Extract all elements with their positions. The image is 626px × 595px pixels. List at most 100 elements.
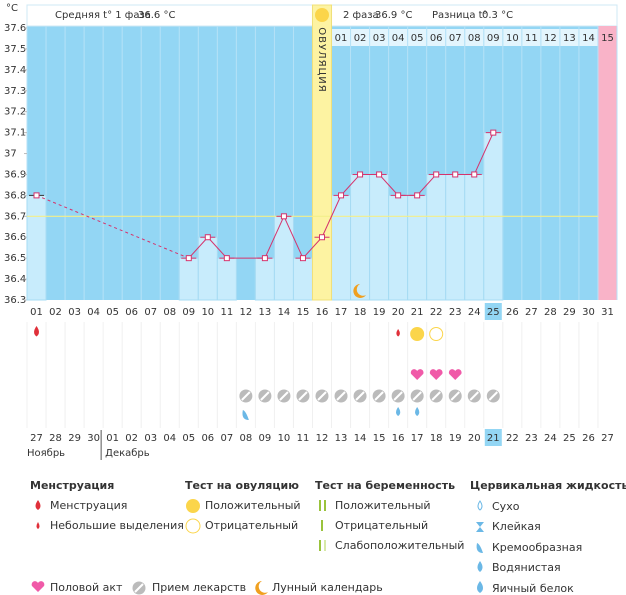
plot: °C 36.3 36.4 36.5 36.6 36.7 36.8 36.9 37 37.1 37.2…: [4, 3, 618, 460]
temp-point: [33, 192, 40, 199]
header-text: 36.9 °C: [375, 10, 412, 21]
medication: [450, 391, 460, 401]
date-label: 04: [163, 433, 176, 444]
moon: [353, 284, 367, 298]
icon: [134, 583, 144, 593]
temp-point: [319, 234, 325, 241]
legend-item: Слабоположительный: [335, 539, 464, 552]
date-label: 26: [582, 433, 595, 444]
phase2-cell: [541, 29, 560, 46]
temp-line: [264, 216, 285, 259]
temp-point: [204, 234, 211, 241]
date-label: 05: [182, 433, 195, 444]
legend-item: Отрицательный: [205, 519, 298, 532]
date-label: 24: [544, 433, 557, 444]
temp-point: [223, 255, 230, 262]
temp-line: [378, 174, 399, 196]
icon: [185, 518, 201, 534]
legend-title: Цервикальная жидкость: [470, 479, 626, 492]
date-label: 17: [411, 433, 424, 444]
date-label: 30: [87, 433, 100, 444]
x-tick-label: 05: [106, 307, 119, 318]
x-tick-label: 29: [563, 307, 576, 318]
legend-title: Тест на беременность: [315, 479, 455, 492]
watery: [415, 407, 420, 416]
phase2-cell: [522, 29, 541, 46]
date-label: 12: [316, 433, 329, 444]
x-tick-label: 28: [544, 307, 557, 318]
watery: [396, 407, 401, 416]
ovulation-negative: [429, 327, 444, 341]
y-tick-label: 36.8: [4, 190, 26, 201]
x-tick-label: 07: [144, 307, 157, 318]
x-tick-label: 25: [487, 307, 500, 318]
x-tick-label: 23: [449, 307, 462, 318]
icon: [319, 540, 321, 551]
header-text: 2 фаза: [343, 10, 379, 21]
y-tick-label: 37.4: [4, 65, 26, 76]
legend-item: Положительный: [335, 499, 431, 512]
date-label: 14: [354, 433, 367, 444]
icon: [31, 581, 45, 592]
phase2-cell: [427, 29, 446, 46]
temp-line: [283, 216, 304, 259]
temp-column: [388, 194, 409, 301]
temp-point: [338, 192, 345, 199]
x-tick-label: 16: [316, 307, 329, 318]
y-tick-label: 36.7: [4, 211, 26, 222]
temp-point: [452, 171, 459, 178]
intercourse: [429, 369, 443, 380]
date-label: 08: [240, 433, 253, 444]
date-label: 27: [30, 433, 43, 444]
temp-line: [302, 236, 323, 259]
icon: [477, 561, 483, 572]
temp-point: [261, 255, 268, 262]
icon: [324, 500, 326, 511]
date-label: 23: [525, 433, 538, 444]
temp-column: [407, 194, 428, 301]
date-label: 28: [49, 433, 62, 444]
icon: [324, 540, 326, 551]
current-day: [484, 303, 502, 320]
temp-column: [426, 173, 447, 301]
temp-line: [473, 132, 494, 175]
icon: [477, 500, 483, 511]
phase2-cell: [579, 29, 598, 46]
temp-column: [254, 257, 275, 301]
medication: [260, 391, 270, 401]
temp-point: [395, 192, 402, 199]
date-label: 09: [259, 433, 272, 444]
y-tick-label: 37.6: [4, 23, 26, 34]
temp-line: [321, 195, 342, 238]
phase2-cell: [465, 29, 484, 46]
medication: [488, 391, 498, 401]
phase2-cell: [484, 29, 503, 46]
x-tick-label: 21: [411, 307, 424, 318]
legend-title: Тест на овуляцию: [185, 479, 299, 492]
y-tick-label: 36.3: [4, 295, 26, 306]
month-label: Ноябрь: [27, 448, 65, 459]
temp-column: [292, 257, 313, 301]
y-tick-label: 37.2: [4, 107, 26, 118]
today: [484, 429, 502, 446]
unit: °C: [6, 3, 18, 14]
date-label: 27: [601, 433, 614, 444]
icon: [321, 520, 323, 531]
phase2-day: 13: [563, 33, 576, 44]
date-label: 22: [506, 433, 519, 444]
phase2-day: 14: [582, 33, 595, 44]
temp-line: [188, 236, 209, 259]
date-label: 01: [106, 433, 119, 444]
header-text: 0.3 °C: [482, 10, 513, 21]
x-tick-label: 20: [392, 307, 405, 318]
legend-item: Прием лекарств: [152, 581, 246, 594]
intercourse: [410, 369, 424, 380]
date-label: 03: [144, 433, 157, 444]
legend-item: Клейкая: [492, 520, 541, 533]
date-label: 11: [297, 433, 310, 444]
ovulation-sun: [315, 8, 329, 22]
ovulation-positive: [410, 327, 425, 341]
icon: [186, 499, 200, 513]
header-text: Средняя t° 1 фаза: [55, 10, 151, 21]
